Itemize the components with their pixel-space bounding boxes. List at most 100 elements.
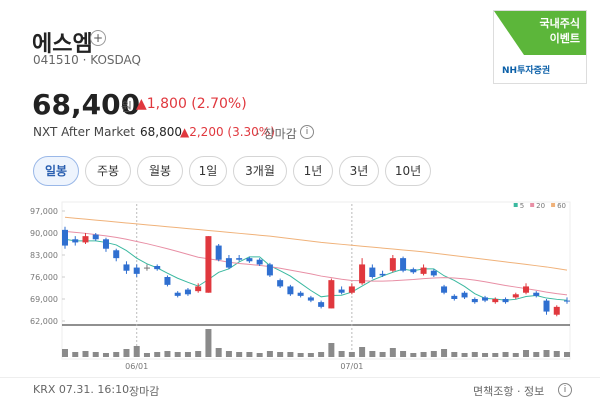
- volume-bar: [523, 350, 530, 357]
- legend-label: 60: [557, 202, 566, 210]
- period-tab[interactable]: 1년: [293, 156, 333, 186]
- period-tab[interactable]: 3년: [339, 156, 379, 186]
- candle-body: [461, 292, 468, 298]
- y-tick-label: 69,000: [30, 295, 58, 304]
- footer-info[interactable]: i: [558, 383, 572, 397]
- candle-body: [512, 294, 519, 298]
- candle-body: [328, 280, 335, 309]
- market-status: · 장마감: [256, 127, 297, 141]
- candle-body: [195, 286, 202, 292]
- candle-body: [400, 258, 407, 271]
- volume-bar: [246, 352, 253, 357]
- ad-shape: [494, 11, 586, 55]
- candle-body: [256, 259, 263, 265]
- candle-body: [287, 286, 294, 295]
- period-tab[interactable]: 3개월: [233, 156, 287, 186]
- volume-bar: [328, 343, 335, 357]
- y-tick-label: 83,000: [30, 251, 58, 260]
- volume-bar: [410, 353, 417, 357]
- candle-body: [62, 229, 68, 246]
- candle-body: [533, 292, 540, 296]
- candle-body: [543, 300, 550, 312]
- period-tab[interactable]: 일봉: [33, 156, 79, 186]
- volume-bar: [92, 352, 99, 357]
- after-market-change: ▲2,200 (3.30%): [180, 125, 275, 139]
- candle-body: [82, 236, 89, 243]
- ad-line1: 국내주식: [539, 17, 580, 30]
- y-tick-label: 97,000: [30, 207, 58, 216]
- volume-bar: [441, 349, 448, 357]
- volume-bar: [62, 349, 68, 357]
- volume-bar: [236, 352, 243, 357]
- candle-body: [215, 245, 222, 260]
- volume-bar: [164, 351, 171, 357]
- candle-body: [564, 300, 570, 302]
- candle-body: [502, 299, 509, 303]
- after-market-label: NXT After Market: [33, 125, 136, 139]
- period-tab[interactable]: 10년: [385, 156, 431, 186]
- candle-body: [184, 289, 191, 295]
- legend-swatch: [551, 203, 556, 207]
- volume-bar: [543, 350, 550, 357]
- ad-line2: 이벤트: [549, 32, 580, 45]
- volume-bar: [512, 353, 519, 357]
- y-tick-label: 76,000: [30, 273, 58, 282]
- candle-body: [277, 280, 284, 287]
- footer-source: KRX 07.31. 16:10: [33, 383, 130, 396]
- candle-body: [410, 269, 417, 273]
- footer-status: · 장마감: [122, 385, 160, 398]
- price-change: ▲1,800 (2.70%): [136, 96, 247, 112]
- ad-banner[interactable]: 국내주식 이벤트 NH투자증권: [493, 10, 587, 84]
- candle-body: [133, 267, 140, 274]
- period-tab[interactable]: 1일: [189, 156, 227, 186]
- price: 68,400: [32, 88, 141, 121]
- volume-bar: [72, 352, 79, 357]
- candle-body: [523, 286, 530, 293]
- volume-bar: [564, 352, 570, 357]
- candle-body: [143, 267, 150, 269]
- candle-body: [174, 292, 181, 296]
- x-tick-label: 07/01: [340, 362, 363, 371]
- y-tick-label: 90,000: [30, 229, 58, 238]
- volume-bar: [492, 353, 499, 357]
- candle-body: [359, 264, 366, 284]
- footer-divider: [0, 377, 600, 378]
- legend-label: 5: [520, 202, 524, 210]
- add-button[interactable]: +: [90, 30, 106, 46]
- volume-bar: [174, 352, 181, 357]
- candle-body: [482, 297, 489, 301]
- candle-body: [307, 297, 314, 301]
- volume-bar: [389, 348, 396, 357]
- chart-frame: [61, 201, 571, 360]
- period-tab[interactable]: 주봉: [85, 156, 131, 186]
- volume-bar: [318, 352, 325, 357]
- volume-bar: [195, 351, 202, 357]
- candle-body: [225, 258, 232, 268]
- candle-body: [154, 266, 161, 270]
- info-icon[interactable]: i: [300, 125, 314, 139]
- volume-bar: [461, 353, 468, 357]
- volume-bar: [348, 352, 355, 357]
- volume-bar: [143, 353, 150, 357]
- candle-body: [92, 234, 99, 240]
- volume-bar: [256, 353, 263, 357]
- volume-bar: [369, 351, 376, 357]
- moving-average-line: [64, 216, 568, 271]
- price-unit: 원: [121, 100, 133, 114]
- volume-bar: [215, 348, 222, 357]
- volume-bar: [123, 349, 130, 357]
- candle-body: [266, 264, 273, 276]
- candle-body: [123, 264, 130, 271]
- stock-name: 에스엠: [32, 32, 93, 57]
- volume-bar: [82, 351, 89, 357]
- legend-swatch: [513, 203, 518, 207]
- volume-bar: [420, 352, 427, 357]
- candle-body: [389, 258, 396, 271]
- footer-links[interactable]: 면책조항 · 정보: [473, 385, 545, 398]
- candle-body: [430, 270, 437, 276]
- ad-brand: NH투자증권: [502, 66, 551, 76]
- volume-bar: [338, 351, 345, 357]
- x-tick-label: 06/01: [125, 362, 148, 371]
- period-tab[interactable]: 월봉: [137, 156, 183, 186]
